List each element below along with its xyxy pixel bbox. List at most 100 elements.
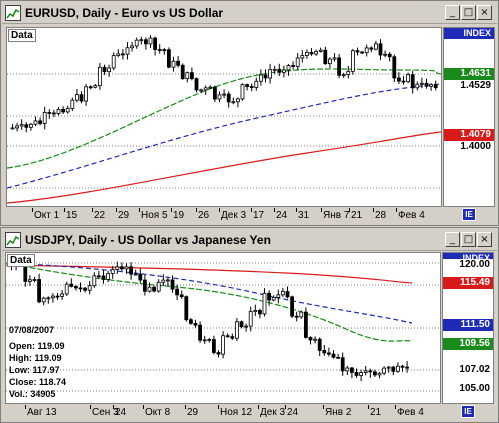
usdjpy-ma-fast-price: 109.56 bbox=[443, 338, 493, 350]
candle-body bbox=[56, 108, 61, 114]
candle-body bbox=[84, 86, 88, 102]
candle-body bbox=[153, 37, 158, 50]
candle-body bbox=[235, 98, 240, 103]
time-label: 29 bbox=[187, 407, 199, 418]
candle-body bbox=[106, 273, 110, 280]
candle-body bbox=[185, 72, 190, 80]
candle-body bbox=[267, 292, 272, 301]
usdjpy-info-high: High: 119.09 bbox=[9, 353, 62, 363]
candle-body bbox=[47, 112, 52, 114]
eurusd-chart-corner-button[interactable]: IE bbox=[462, 208, 476, 221]
candle-body bbox=[424, 82, 429, 87]
candle-body bbox=[221, 335, 226, 355]
candle-body bbox=[277, 68, 282, 73]
time-label: 26 bbox=[198, 210, 210, 221]
eurusd-data-tag: Data bbox=[8, 29, 36, 42]
candle-body bbox=[285, 291, 290, 298]
candle-body bbox=[148, 37, 153, 45]
usdjpy-ma-slow-price: 115.49 bbox=[443, 277, 493, 289]
candle-body bbox=[78, 287, 83, 290]
candle-body bbox=[37, 279, 42, 303]
minimize-button[interactable]: _ bbox=[445, 232, 460, 247]
candle-body bbox=[280, 291, 285, 296]
time-label: Янв 2 bbox=[325, 407, 352, 418]
candle-body bbox=[314, 51, 319, 55]
minimize-button[interactable]: _ bbox=[445, 5, 460, 20]
time-tick bbox=[143, 405, 144, 409]
usdjpy-time-axis: Авг 13 Сен 3 24 Окт 8 29 Ноя 12 Дек 3 24 Янв 2 21… bbox=[5, 405, 441, 420]
eurusd-plot-area[interactable]: Data bbox=[6, 27, 442, 207]
usdjpy-index-label: INDEX bbox=[443, 253, 493, 264]
candle-body bbox=[194, 78, 199, 91]
candle-body bbox=[337, 57, 342, 76]
close-button[interactable]: × bbox=[477, 232, 492, 247]
time-label: Дек 3 bbox=[221, 210, 247, 221]
candle-body bbox=[226, 93, 231, 103]
eurusd-price-axis[interactable]: INDEX 1.4631 1.4529 1.4079 1.4000 bbox=[443, 27, 495, 207]
candle-body bbox=[139, 39, 144, 42]
candle-body bbox=[102, 66, 107, 73]
candle-body bbox=[46, 297, 51, 300]
candle-body bbox=[295, 57, 300, 67]
candle-body bbox=[263, 74, 268, 79]
candle-body bbox=[110, 269, 115, 274]
time-tick bbox=[296, 208, 297, 212]
candle-body bbox=[87, 285, 92, 291]
candle-body bbox=[253, 310, 258, 313]
time-label: Авг 13 bbox=[27, 407, 57, 418]
candle-body bbox=[308, 337, 313, 341]
candle-body bbox=[19, 124, 24, 127]
candle-body bbox=[341, 74, 346, 77]
candle-body bbox=[52, 112, 56, 115]
eurusd-axis-price-1-4000: 1.4000 bbox=[444, 141, 494, 153]
candle-body bbox=[345, 367, 350, 372]
maximize-button[interactable]: □ bbox=[461, 5, 476, 20]
time-tick bbox=[321, 208, 322, 212]
candle-body bbox=[271, 297, 276, 301]
candle-body bbox=[326, 352, 331, 355]
time-tick bbox=[396, 208, 397, 212]
candle-body bbox=[400, 365, 405, 368]
candle-body bbox=[349, 367, 354, 373]
candle-body bbox=[171, 60, 176, 68]
candle-body bbox=[51, 295, 55, 299]
candle-body bbox=[290, 296, 295, 317]
candle-body bbox=[97, 275, 101, 278]
eurusd-titlebar[interactable]: EURUSD, Daily - Euro vs US Dollar _ □ × bbox=[2, 2, 497, 24]
usdjpy-candles bbox=[6, 256, 440, 392]
candle-body bbox=[74, 285, 78, 289]
candles-group bbox=[10, 35, 438, 133]
maximize-button[interactable]: □ bbox=[461, 232, 476, 247]
candle-body bbox=[175, 288, 180, 296]
time-label: 19 bbox=[173, 210, 185, 221]
time-label: 24 bbox=[276, 210, 288, 221]
candle-body bbox=[179, 294, 184, 298]
usdjpy-price-axis[interactable]: INDEX 120.00 115.49 111.50 109.56 107.02… bbox=[442, 252, 494, 404]
time-tick bbox=[171, 208, 172, 212]
close-button[interactable]: × bbox=[477, 5, 492, 20]
candle-body bbox=[24, 124, 29, 128]
candle-body bbox=[211, 339, 216, 353]
usdjpy-titlebar[interactable]: USDJPY, Daily - US Dollar vs Japanese Ye… bbox=[2, 229, 497, 251]
candle-body bbox=[286, 65, 291, 71]
time-tick bbox=[32, 208, 33, 212]
eurusd-chart-window[interactable]: EURUSD, Daily - Euro vs US Dollar _ □ × … bbox=[0, 0, 499, 226]
candle-body bbox=[239, 321, 244, 328]
time-label: Ноя 12 bbox=[220, 407, 253, 418]
candle-body bbox=[33, 120, 38, 125]
candle-body bbox=[360, 51, 365, 54]
candle-body bbox=[377, 372, 382, 376]
chart-icon bbox=[5, 232, 21, 248]
usdjpy-chart-corner-button[interactable]: IE bbox=[461, 405, 475, 418]
candle-body bbox=[355, 50, 360, 53]
candle-body bbox=[359, 372, 364, 376]
time-label: 31 bbox=[298, 210, 310, 221]
candle-body bbox=[120, 266, 124, 270]
candle-body bbox=[225, 335, 230, 338]
usdjpy-plot-area[interactable]: Data 07/08/2007 Open: 119.09 High: 119.0… bbox=[5, 252, 441, 404]
candle-body bbox=[222, 93, 227, 96]
candle-body bbox=[27, 279, 32, 282]
candle-body bbox=[180, 64, 185, 80]
time-tick bbox=[258, 405, 259, 409]
candle-body bbox=[92, 275, 97, 287]
